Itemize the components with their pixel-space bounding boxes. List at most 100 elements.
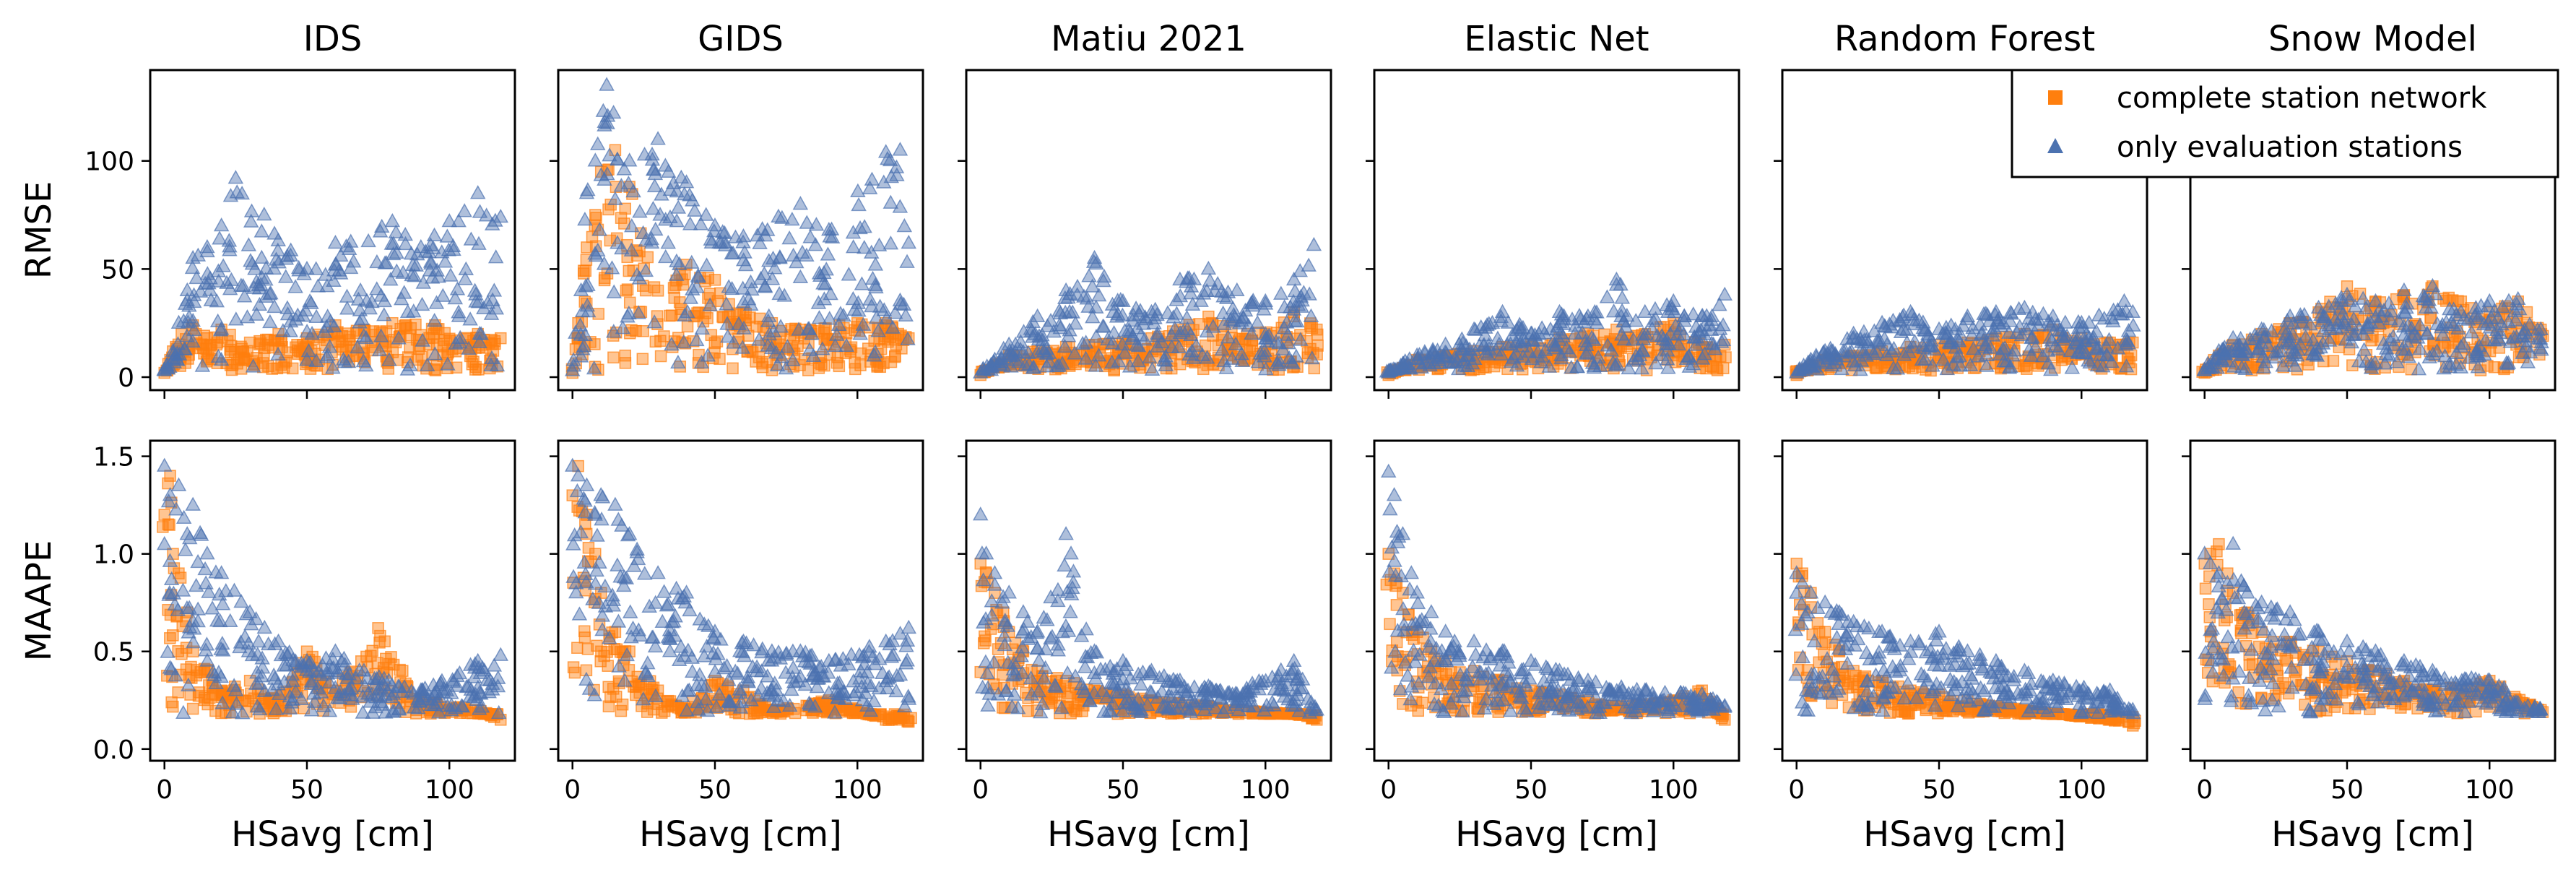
point-evaluation: [1090, 347, 1107, 362]
point-evaluation: [1288, 348, 1304, 363]
point-evaluation: [854, 692, 871, 707]
point-evaluation: [268, 701, 285, 715]
point-evaluation: [687, 202, 703, 217]
point-evaluation: [1715, 332, 1732, 347]
point-evaluation: [564, 362, 581, 376]
point-evaluation: [1614, 290, 1631, 304]
point-evaluation: [638, 262, 654, 277]
point-evaluation: [2057, 314, 2073, 329]
point-evaluation: [270, 346, 286, 361]
point-evaluation: [684, 192, 701, 207]
point-evaluation: [493, 647, 509, 661]
point-evaluation: [2047, 338, 2063, 353]
point-complete: [186, 645, 199, 657]
point-evaluation: [576, 491, 592, 505]
point-evaluation: [802, 229, 818, 243]
point-evaluation: [815, 275, 831, 290]
point-evaluation: [851, 303, 867, 317]
point-evaluation: [1959, 308, 1976, 322]
point-evaluation: [180, 314, 196, 329]
point-evaluation: [1480, 337, 1497, 351]
point-evaluation: [2045, 308, 2061, 322]
point-evaluation: [1441, 355, 1457, 369]
point-evaluation: [266, 225, 282, 240]
point-evaluation: [830, 689, 846, 704]
point-complete: [1710, 362, 1722, 375]
point-complete: [974, 557, 986, 570]
point-evaluation: [668, 580, 685, 595]
point-evaluation: [867, 256, 884, 271]
point-evaluation: [175, 509, 192, 524]
point-complete: [2327, 355, 2340, 367]
point-evaluation: [619, 647, 635, 662]
point-evaluation: [657, 212, 674, 226]
point-evaluation: [705, 645, 721, 660]
point-evaluation: [707, 623, 723, 638]
point-evaluation: [565, 569, 581, 583]
point-evaluation: [373, 288, 389, 302]
point-evaluation: [766, 699, 782, 713]
point-evaluation: [1261, 327, 1278, 342]
point-evaluation: [1907, 316, 1922, 331]
point-evaluation: [2385, 329, 2401, 343]
point-evaluation: [421, 244, 437, 259]
point-complete: [651, 285, 664, 297]
point-evaluation: [186, 293, 202, 308]
point-evaluation: [1085, 254, 1102, 268]
point-evaluation: [2409, 329, 2426, 344]
point-evaluation: [1303, 308, 1319, 323]
point-evaluation: [1992, 346, 2008, 361]
point-complete: [2018, 360, 2031, 373]
point-evaluation: [2285, 316, 2302, 330]
point-evaluation: [185, 496, 201, 511]
point-complete: [1116, 336, 1129, 349]
point-evaluation: [721, 697, 738, 712]
point-evaluation: [454, 698, 470, 712]
point-evaluation: [1714, 334, 1730, 348]
point-evaluation: [896, 698, 913, 712]
point-evaluation: [721, 672, 737, 686]
axis-frame: [557, 69, 924, 392]
point-evaluation: [692, 611, 708, 626]
point-complete: [2442, 291, 2455, 304]
point-evaluation: [342, 233, 359, 248]
scatter-panel: [1774, 69, 2148, 399]
point-evaluation: [2480, 314, 2497, 329]
point-evaluation: [2468, 300, 2484, 314]
point-evaluation: [854, 276, 870, 290]
point-evaluation: [486, 282, 503, 297]
point-evaluation: [372, 223, 389, 238]
point-evaluation: [190, 601, 206, 616]
point-evaluation: [1214, 342, 1231, 356]
point-evaluation: [1109, 308, 1125, 323]
point-evaluation: [2401, 349, 2417, 363]
point-evaluation: [607, 191, 623, 205]
point-evaluation: [829, 675, 846, 690]
point-evaluation: [284, 666, 300, 681]
point-evaluation: [1048, 678, 1064, 693]
point-evaluation: [2514, 328, 2531, 342]
point-evaluation: [1437, 344, 1454, 358]
point-evaluation: [578, 566, 594, 581]
point-evaluation: [615, 320, 631, 334]
point-evaluation: [179, 282, 196, 297]
point-evaluation: [986, 351, 1003, 366]
point-evaluation: [1054, 699, 1070, 715]
point-evaluation: [443, 685, 459, 699]
point-evaluation: [1183, 327, 1199, 341]
point-evaluation: [1681, 358, 1698, 373]
point-evaluation: [868, 309, 885, 324]
point-evaluation: [1039, 318, 1056, 332]
point-evaluation: [1290, 296, 1306, 311]
point-evaluation: [1380, 364, 1397, 379]
point-complete: [238, 354, 251, 366]
point-evaluation: [2419, 326, 2436, 340]
point-evaluation: [444, 672, 461, 686]
point-complete: [281, 346, 294, 358]
point-evaluation: [2005, 347, 2021, 362]
point-evaluation: [1004, 699, 1020, 713]
point-evaluation: [1292, 263, 1309, 277]
point-complete: [1059, 675, 1072, 687]
point-evaluation: [2482, 319, 2499, 334]
point-evaluation: [1532, 354, 1549, 368]
